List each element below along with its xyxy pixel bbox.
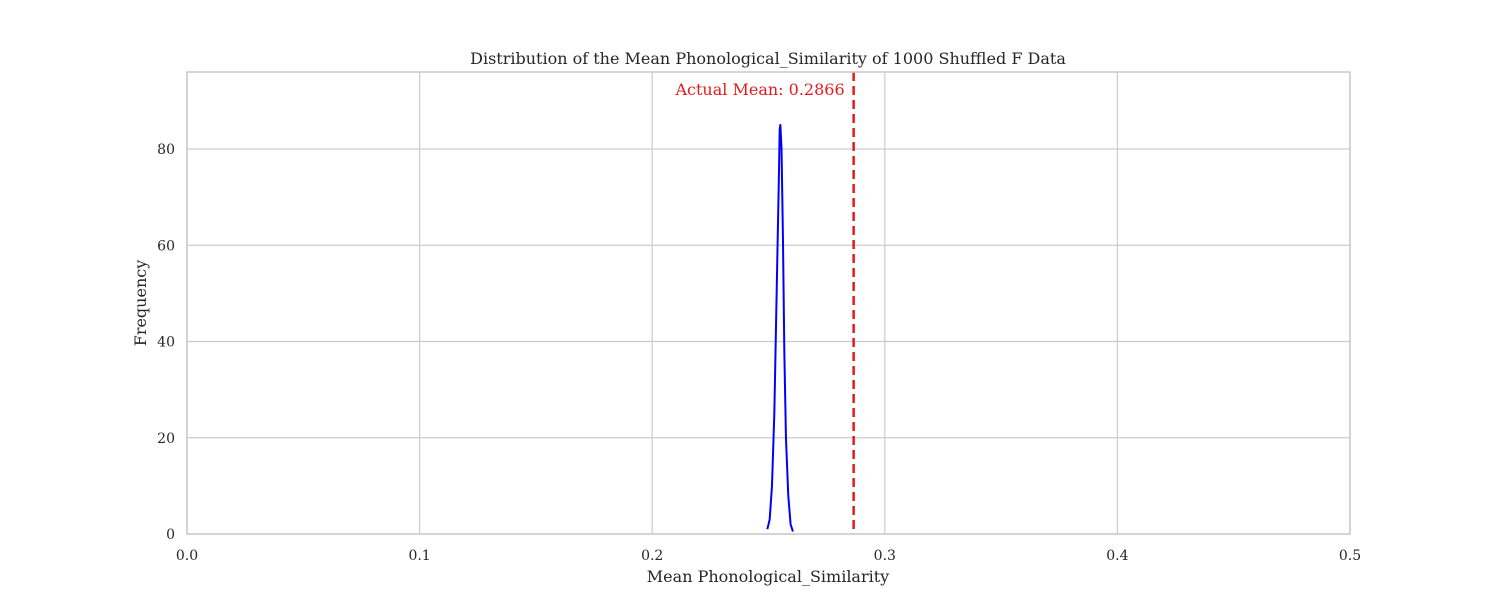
y-tick-label: 0	[166, 527, 175, 543]
x-tick-label: 0.2	[641, 548, 663, 564]
x-axis-label: Mean Phonological_Similarity	[647, 567, 889, 586]
y-tick-label: 80	[157, 142, 175, 158]
x-tick-label: 0.5	[1339, 548, 1361, 564]
grid	[186, 72, 1351, 535]
y-tick-label: 40	[157, 335, 175, 351]
actual-mean-annotation: Actual Mean: 0.2866	[674, 80, 844, 99]
x-tick-label: 0.1	[408, 548, 430, 564]
density-curve	[766, 123, 794, 532]
y-tick-label: 60	[157, 238, 175, 254]
y-axis-label: Frequency	[131, 260, 150, 347]
y-tick-labels: 0 20 40 60 80	[157, 142, 175, 543]
x-tick-label: 0.4	[1106, 548, 1128, 564]
y-tick-label: 20	[157, 431, 175, 447]
chart-title: Distribution of the Mean Phonological_Si…	[470, 49, 1066, 68]
series-layer	[766, 123, 794, 532]
x-tick-label: 0.0	[176, 548, 198, 564]
x-tick-labels: 0.0 0.1 0.2 0.3 0.4 0.5	[176, 548, 1361, 564]
x-tick-label: 0.3	[874, 548, 896, 564]
plot-frame	[186, 71, 1351, 535]
